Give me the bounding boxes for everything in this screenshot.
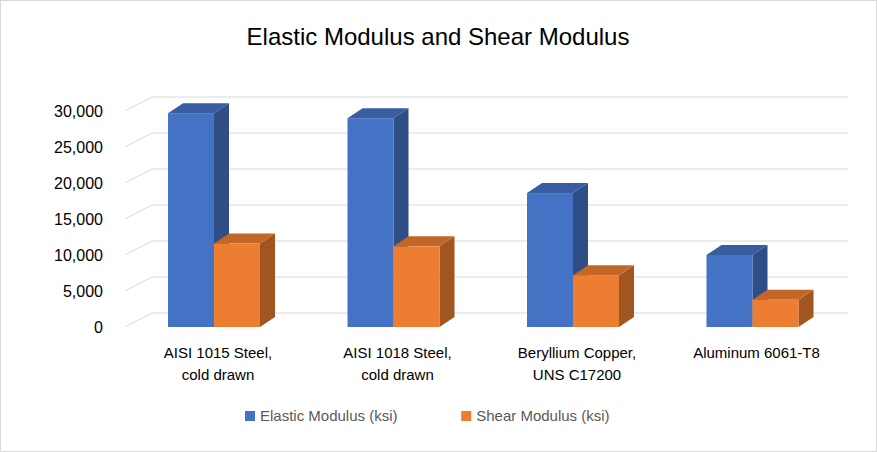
bar-front xyxy=(348,118,394,327)
bar-top xyxy=(573,265,634,275)
y-tick-label: 20,000 xyxy=(54,175,103,192)
frame xyxy=(1,1,877,452)
bar-top xyxy=(214,233,275,243)
bar-front xyxy=(573,275,619,327)
bars xyxy=(168,103,814,327)
y-tick-label: 10,000 xyxy=(54,247,103,264)
grid-line xyxy=(125,205,848,219)
x-tick-label: Beryllium Copper, UNS C17200 xyxy=(518,344,636,383)
legend-swatch xyxy=(461,411,471,421)
bar-front xyxy=(214,243,260,327)
x-tick-line: AISI 1018 Steel, xyxy=(343,344,451,361)
x-tick-line: Beryllium Copper, xyxy=(518,344,636,361)
bar-front xyxy=(707,255,753,327)
bar-top xyxy=(753,290,814,300)
x-tick-label: AISI 1018 Steel, cold drawn xyxy=(343,344,451,383)
bar-front xyxy=(168,113,214,327)
x-tick-line: UNS C17200 xyxy=(533,366,621,383)
bar-top xyxy=(707,245,768,255)
bar-top xyxy=(394,236,455,246)
x-tick-line: AISI 1015 Steel, xyxy=(164,344,272,361)
x-tick-label: AISI 1015 Steel, cold drawn xyxy=(164,344,272,383)
bar-top xyxy=(168,103,229,113)
chart: Elastic Modulus and Shear Modulus 0 5,000 1… xyxy=(0,0,877,452)
bar xyxy=(753,290,814,327)
x-tick-line: cold drawn xyxy=(182,366,255,383)
x-tick-line: Aluminum 6061-T8 xyxy=(693,344,820,361)
legend-label: Elastic Modulus (ksi) xyxy=(260,407,398,424)
legend-swatch xyxy=(245,411,255,421)
legend-label: Shear Modulus (ksi) xyxy=(476,407,609,424)
y-tick-label: 0 xyxy=(94,319,103,336)
bar-side xyxy=(440,236,455,327)
bar-side xyxy=(260,233,275,327)
y-tick-label: 30,000 xyxy=(54,103,103,120)
bar xyxy=(394,236,455,327)
x-tick-line: cold drawn xyxy=(361,366,434,383)
y-tick-label: 5,000 xyxy=(63,283,103,300)
bar-side xyxy=(619,265,634,327)
grid xyxy=(125,97,848,327)
bar-front xyxy=(527,193,573,327)
grid-line xyxy=(125,133,848,147)
x-tick-label: Aluminum 6061-T8 xyxy=(693,344,820,361)
bar xyxy=(573,265,634,327)
legend: Elastic Modulus (ksi) Shear Modulus (ksi) xyxy=(245,407,610,424)
grid-line xyxy=(125,97,848,111)
bar-front xyxy=(394,246,440,327)
bar-top xyxy=(527,183,588,193)
bar-top xyxy=(348,108,409,118)
bar-front xyxy=(753,300,799,327)
y-tick-label: 15,000 xyxy=(54,211,103,228)
y-tick-label: 25,000 xyxy=(54,139,103,156)
bar xyxy=(214,233,275,327)
title: Elastic Modulus and Shear Modulus xyxy=(247,23,630,50)
grid-line xyxy=(125,169,848,183)
